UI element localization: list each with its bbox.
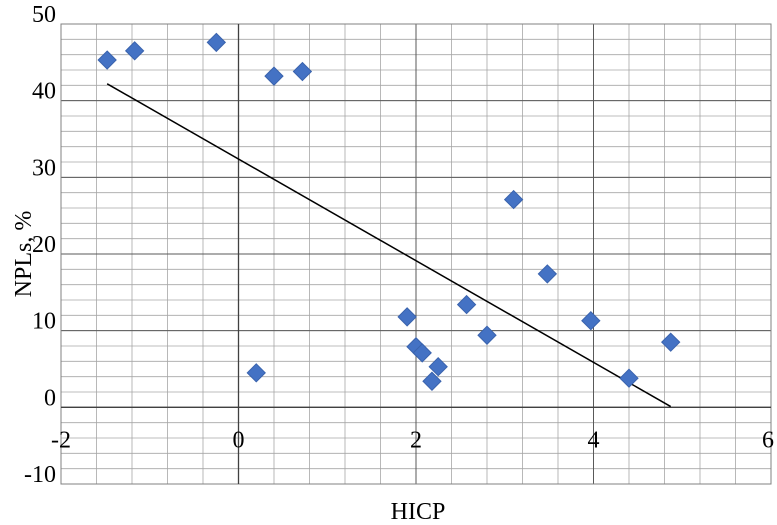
y-tick-label: 40 bbox=[32, 79, 56, 105]
trendline bbox=[106, 83, 672, 408]
data-point bbox=[661, 332, 681, 352]
data-point bbox=[503, 189, 524, 210]
data-point bbox=[537, 264, 558, 284]
x-tick-labels: -2 0 2 4 6 bbox=[51, 427, 774, 453]
data-point bbox=[581, 310, 601, 331]
axes bbox=[61, 24, 771, 484]
y-tick-labels: -10 0 10 20 30 40 50 bbox=[24, 2, 56, 488]
data-point bbox=[397, 307, 417, 327]
x-axis-title: HICP bbox=[391, 499, 446, 525]
data-point bbox=[428, 356, 448, 377]
data-point bbox=[422, 371, 442, 391]
x-tick-label: -2 bbox=[51, 427, 71, 453]
x-tick-label: 2 bbox=[410, 427, 422, 453]
data-point bbox=[246, 363, 266, 383]
data-point bbox=[412, 343, 432, 363]
data-point bbox=[206, 32, 227, 53]
x-tick-label: 6 bbox=[762, 427, 774, 453]
data-point bbox=[97, 50, 117, 70]
y-tick-label: 20 bbox=[32, 232, 56, 258]
y-tick-label: 30 bbox=[32, 155, 56, 181]
y-axis-title: NPLs, % bbox=[11, 211, 37, 298]
data-points bbox=[97, 32, 681, 391]
data-point bbox=[619, 368, 639, 388]
y-tick-label: 0 bbox=[44, 385, 56, 411]
data-point bbox=[456, 294, 477, 315]
trendline-layer bbox=[106, 83, 672, 408]
plot-area-border bbox=[60, 23, 772, 485]
x-tick-label: 0 bbox=[233, 427, 245, 453]
data-point bbox=[477, 325, 497, 345]
data-point bbox=[124, 41, 145, 61]
y-tick-label: 50 bbox=[32, 2, 56, 28]
y-tick-label: -10 bbox=[24, 462, 56, 488]
x-tick-label: 4 bbox=[588, 427, 600, 453]
data-point bbox=[264, 66, 284, 86]
data-point bbox=[292, 61, 313, 82]
y-tick-label: 10 bbox=[32, 309, 56, 335]
